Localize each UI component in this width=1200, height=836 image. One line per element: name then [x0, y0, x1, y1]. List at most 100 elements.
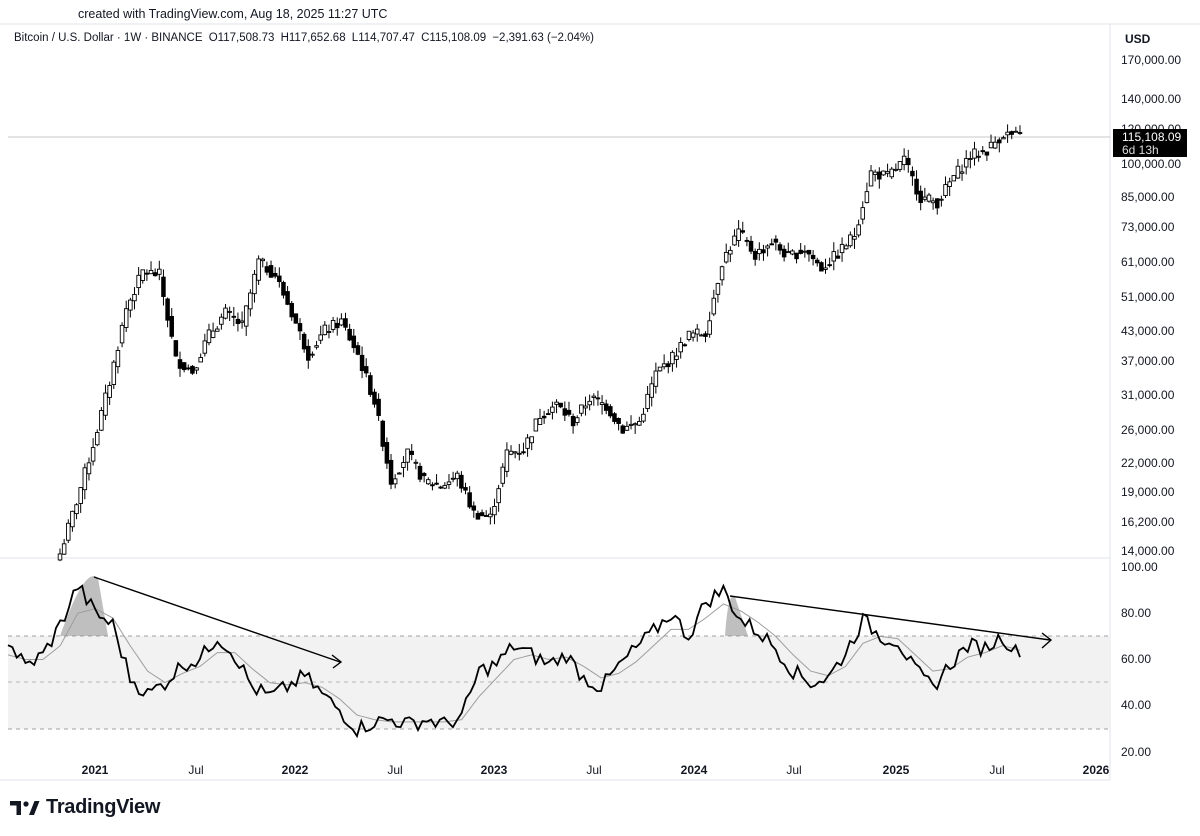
bar-countdown: 6d 13h [1122, 143, 1159, 157]
candle-body [467, 492, 472, 508]
candle-body [413, 461, 419, 464]
candle-body [330, 319, 336, 330]
candle-body [562, 408, 568, 416]
candle-body [1005, 131, 1010, 136]
candle-body [670, 351, 675, 365]
candle-body [624, 425, 630, 431]
candle-body [372, 391, 377, 405]
candle-body [351, 335, 357, 349]
candle-body [459, 474, 464, 489]
candle-body [723, 251, 729, 263]
candle-body [475, 512, 481, 520]
candle-body [959, 171, 965, 174]
candle-body [653, 370, 659, 387]
rsi-line [7, 583, 1021, 739]
candle-body [488, 513, 493, 518]
candle-body [550, 406, 555, 413]
currency-label[interactable]: USD [1125, 32, 1151, 46]
candle-body [711, 297, 717, 315]
candle-body [922, 196, 928, 200]
candle-body [848, 234, 853, 247]
candle-body [632, 423, 638, 426]
candle-body [872, 171, 878, 175]
candle-body [992, 141, 998, 149]
candle-body [70, 510, 75, 528]
symbol-name[interactable]: Bitcoin / U.S. Dollar · 1W · BINANCE [14, 32, 203, 44]
candle-body [707, 320, 712, 335]
tradingview-brand[interactable]: TradingView [10, 796, 160, 819]
candle-body [318, 334, 323, 341]
candle-body [161, 276, 166, 297]
rsi-ma-line [7, 603, 1021, 723]
candle-body [587, 400, 592, 406]
candle-body [699, 334, 704, 337]
candle-body [500, 466, 506, 484]
candle-body [719, 266, 725, 281]
candle-body [504, 449, 510, 472]
candle-body [918, 190, 923, 204]
price-axis-label: 73,000.00 [1121, 220, 1175, 234]
candle-body [517, 452, 522, 455]
candle-body [359, 354, 365, 371]
symbol-legend: Bitcoin / U.S. Dollar · 1W · BINANCE O11… [14, 32, 597, 44]
candle-body [376, 398, 381, 416]
candle-body [57, 553, 63, 561]
candle-body [533, 418, 539, 432]
candle-body [512, 451, 518, 454]
candle-body [968, 158, 973, 160]
rsi-axis-label: 80.00 [1121, 606, 1151, 620]
created-note: created with TradingView.com, Aug 18, 20… [78, 7, 388, 21]
candle-body [471, 505, 477, 511]
candle-body [264, 266, 270, 273]
change-value: −2,391.63 (−2.04%) [492, 32, 594, 44]
candle-body [934, 198, 940, 209]
candle-body [74, 504, 79, 515]
candle-body [99, 410, 104, 431]
candle-body [694, 328, 700, 335]
time-axis[interactable]: 2021 Jul 2022 Jul 2023 Jul 2024 Jul 2025 Jul 2026 [82, 763, 1110, 777]
candle-body [748, 240, 754, 252]
candle-body [777, 244, 783, 251]
time-axis-label: 2026 [1083, 763, 1110, 777]
trendline-2-arrow-icon [1041, 632, 1053, 649]
rsi-axis-label: 60.00 [1121, 652, 1151, 666]
candle-body [243, 305, 249, 327]
candle-body [227, 310, 232, 313]
candle-body [421, 472, 427, 477]
candle-body [223, 307, 228, 319]
candle-body [641, 413, 646, 422]
candle-body [843, 245, 849, 250]
candle-body [492, 505, 497, 516]
rsi-trendline-2 [729, 595, 1051, 641]
price-axis[interactable]: 170,000.00140,000.00120,000.00100,000.00… [1121, 53, 1181, 558]
candle-body [392, 478, 398, 485]
candle-body [339, 318, 344, 326]
candle-body [277, 275, 282, 283]
candle-body [674, 355, 679, 360]
candle-body [409, 450, 414, 455]
candle-body [856, 224, 861, 236]
candle-body [926, 194, 932, 202]
time-axis-label: 2023 [481, 763, 508, 777]
candle-body [881, 170, 886, 176]
candle-body [235, 318, 241, 325]
candle-body [541, 415, 547, 419]
candle-body [736, 228, 741, 241]
candle-body [525, 437, 530, 449]
candle-body [819, 262, 824, 272]
last-price-tag [1113, 129, 1187, 157]
candle-body [405, 448, 410, 463]
candle-body [1013, 130, 1019, 133]
close-value: C115,108.09 [421, 32, 487, 44]
candle-body [128, 299, 133, 311]
time-axis-label: Jul [387, 763, 402, 777]
candle-body [661, 363, 667, 368]
candle-body [454, 472, 460, 480]
candle-body [831, 251, 837, 262]
candle-body [554, 401, 559, 405]
candle-body [380, 420, 386, 447]
candle-body [678, 342, 683, 353]
price-axis-label: 19,000.00 [1121, 485, 1175, 499]
candle-body [591, 395, 597, 398]
